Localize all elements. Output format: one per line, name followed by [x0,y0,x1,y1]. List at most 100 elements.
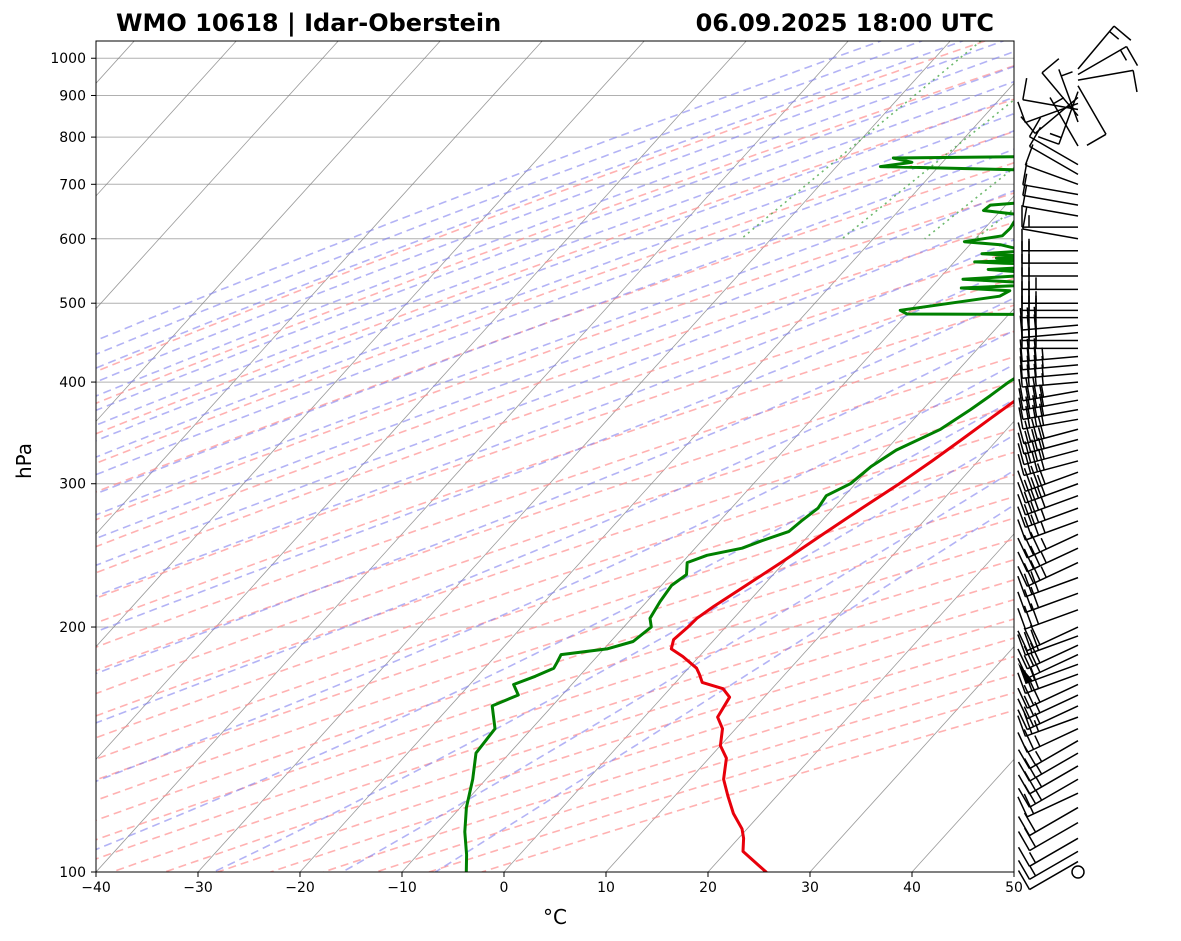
moist-adiabat-line [434,504,1014,872]
barb-full [1030,586,1040,608]
barb-full [1023,670,1033,692]
mixing-ratio-lines [740,41,1014,240]
dry-adiabat-line [96,161,1014,493]
barb-staff [1077,25,1115,70]
barb-full [1030,514,1040,536]
wind-barb [1017,712,1079,737]
barb-full [1023,491,1033,513]
barb-staff [1023,438,1079,455]
barb-half [1119,49,1128,61]
moist-adiabat-line [96,129,1014,476]
barb-full [1023,827,1037,848]
barb-full [1022,207,1028,230]
dry-adiabat-line [96,277,1014,600]
wind-barb [1018,384,1079,411]
barb-full [1017,519,1027,541]
barb-full [1041,58,1060,74]
barb-half [1034,776,1043,788]
isotherm-line [809,646,1014,872]
wind-barb [1018,376,1079,402]
isotherm-line [96,41,849,872]
wind-barb [1017,545,1079,573]
barb-full [1018,378,1024,401]
wind-barb [1017,778,1079,808]
barb-full [1023,534,1035,556]
barb-half [1040,385,1045,398]
barb-full [1032,395,1038,418]
barb-staff [1029,860,1079,891]
moist-adiabat-line [96,189,1014,540]
barb-staff [1025,164,1079,186]
barb-staff [1029,136,1079,166]
barb-full [1032,385,1038,408]
wind-barb [1017,586,1079,614]
barb-staff [1022,372,1079,379]
barb-full [1023,548,1035,570]
y-tick-label: 100 [59,865,86,881]
barb-half [1040,551,1047,564]
barb-staff [1025,592,1079,614]
y-tick-label: 400 [59,375,86,391]
wind-barb [1077,25,1132,70]
moist-adiabat-line [96,297,1014,675]
barb-half [1034,735,1041,747]
dry-adiabat-lines [96,41,1014,872]
barb-full [1033,355,1037,378]
dry-adiabat-line [96,473,1014,781]
barb-full [1023,812,1037,833]
barb-full [1023,712,1033,735]
mixing-ratio-line [924,166,1014,240]
barb-staff [1041,72,1079,117]
barb-full [1017,709,1028,730]
barb-full [1028,117,1042,138]
dry-adiabat-line [96,41,986,373]
barb-staff [1025,609,1079,630]
dry-adiabat-line [96,380,1014,695]
barb-full [1022,163,1028,185]
dry-adiabat-line [96,428,1014,739]
barb-full [1023,695,1035,717]
barb-staff [1026,653,1079,679]
barb-full [1017,575,1027,598]
barb-full [1017,101,1027,123]
barb-full [1017,506,1027,528]
barb-full [1024,441,1032,463]
barb-staff [1077,85,1107,135]
barb-full [1017,608,1027,630]
y-tick-label: 900 [59,88,86,104]
wind-barb [1058,69,1079,123]
barb-full [1030,667,1040,689]
barb-full [1017,566,1028,587]
barb-full [1023,589,1033,611]
barb-staff [1029,740,1079,770]
barb-full [1017,453,1025,476]
barb-staff [1025,716,1079,737]
barb-half [1034,712,1041,724]
barb-full [1023,729,1035,750]
wind-barb [1017,860,1079,891]
barb-full [1017,551,1028,573]
wind-barb [1018,403,1079,430]
barb-full [1017,634,1027,656]
barb-full [1023,631,1033,653]
moist-adiabat-line [96,398,1014,851]
barb-half [1041,364,1044,377]
barb-staff [1022,194,1079,206]
barb-full [1037,135,1060,145]
barb-staff [1022,418,1079,430]
barb-full [1037,416,1045,439]
sounding-series [463,155,1014,872]
barb-full [1031,450,1039,472]
x-tick-label: −20 [285,880,315,896]
barb-half [1034,789,1043,801]
moist-adiabat-line [342,469,1014,872]
barb-staff [1029,837,1079,867]
barb-full [1017,672,1027,694]
barb-staff [1026,626,1079,652]
wind-barb [1021,295,1078,319]
isotherm-line [96,41,237,197]
barb-staff [1049,97,1079,147]
barb-half [1034,701,1041,714]
moist-adiabat-lines [96,41,1014,872]
barb-staff [1022,355,1079,363]
